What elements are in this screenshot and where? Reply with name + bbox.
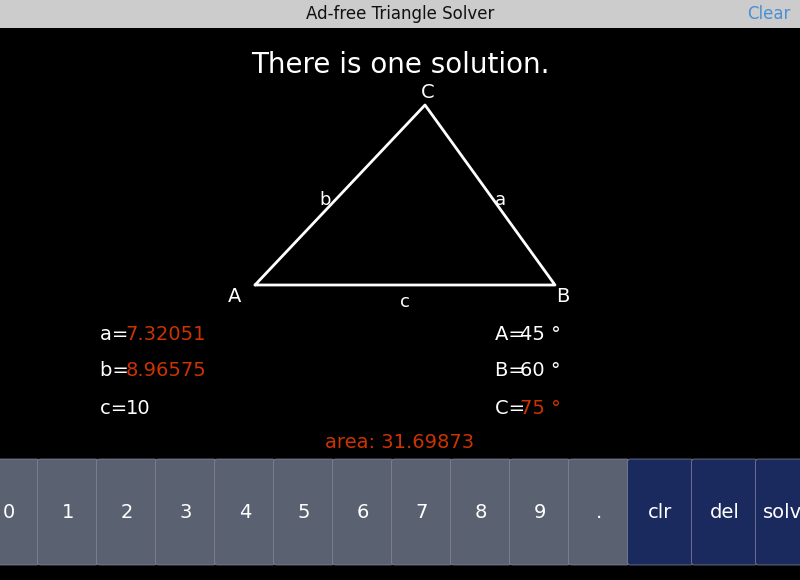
FancyBboxPatch shape	[510, 459, 570, 565]
Text: 45 °: 45 °	[521, 325, 562, 345]
Text: 4: 4	[239, 502, 251, 521]
Text: a: a	[494, 191, 506, 209]
Text: b: b	[319, 191, 330, 209]
FancyBboxPatch shape	[97, 459, 158, 565]
Text: 2: 2	[121, 502, 133, 521]
Text: 60 °: 60 °	[521, 361, 561, 379]
FancyBboxPatch shape	[0, 0, 800, 28]
Text: b=: b=	[100, 361, 135, 379]
Text: C: C	[421, 84, 435, 103]
Text: A=: A=	[495, 325, 531, 345]
Text: C=: C=	[495, 398, 531, 418]
Text: 7: 7	[416, 502, 428, 521]
FancyBboxPatch shape	[569, 459, 630, 565]
Text: 5: 5	[298, 502, 310, 521]
Text: 0: 0	[3, 502, 15, 521]
Text: 1: 1	[62, 502, 74, 521]
FancyBboxPatch shape	[333, 459, 394, 565]
Text: 9: 9	[534, 502, 546, 521]
FancyBboxPatch shape	[391, 459, 453, 565]
FancyBboxPatch shape	[627, 459, 694, 565]
Text: 75 °: 75 °	[521, 398, 562, 418]
Text: 8.96575: 8.96575	[126, 361, 206, 379]
FancyBboxPatch shape	[450, 459, 511, 565]
Text: Ad-free Triangle Solver: Ad-free Triangle Solver	[306, 5, 494, 23]
FancyBboxPatch shape	[155, 459, 217, 565]
Text: 8: 8	[475, 502, 487, 521]
Text: 3: 3	[180, 502, 192, 521]
Text: Clear: Clear	[746, 5, 790, 23]
Text: c=: c=	[100, 398, 134, 418]
FancyBboxPatch shape	[214, 459, 275, 565]
Text: clr: clr	[648, 502, 673, 521]
Text: c: c	[400, 293, 410, 311]
FancyBboxPatch shape	[274, 459, 334, 565]
Text: There is one solution.: There is one solution.	[250, 51, 550, 79]
FancyBboxPatch shape	[0, 459, 39, 565]
FancyBboxPatch shape	[755, 459, 800, 565]
Text: a=: a=	[100, 325, 134, 345]
FancyBboxPatch shape	[691, 459, 758, 565]
Text: solve: solve	[763, 502, 800, 521]
Text: B=: B=	[495, 361, 531, 379]
Text: .: .	[596, 502, 602, 521]
Text: 7.32051: 7.32051	[126, 325, 206, 345]
Text: B: B	[556, 287, 570, 306]
Text: area: 31.69873: area: 31.69873	[326, 433, 474, 452]
Text: 6: 6	[357, 502, 369, 521]
FancyBboxPatch shape	[38, 459, 98, 565]
Text: del: del	[710, 502, 739, 521]
Text: 10: 10	[126, 398, 150, 418]
Text: A: A	[228, 287, 242, 306]
